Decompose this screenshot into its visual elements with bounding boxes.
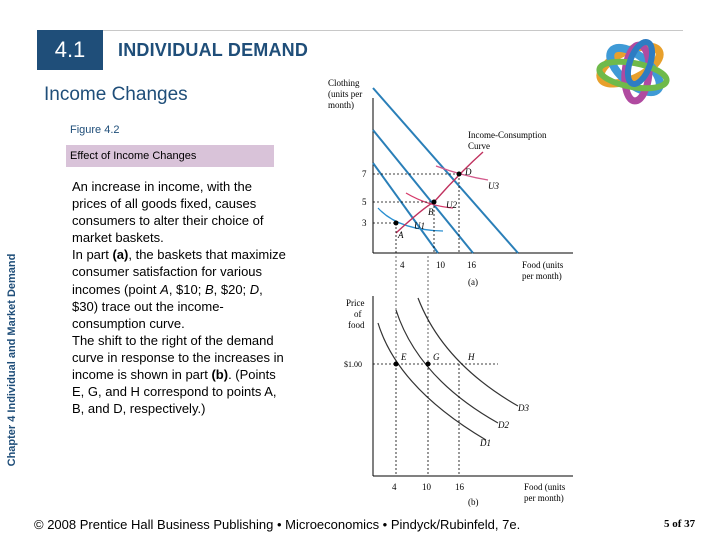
y-tick-7: 7	[362, 169, 367, 179]
point-a	[393, 220, 399, 226]
part-b-graph: Price of food E G H D1 D2 D3 $1.00 4 10 …	[344, 256, 573, 507]
y-tick-5: 5	[362, 197, 367, 207]
paragraph-1: An increase in income, with the prices o…	[72, 179, 264, 246]
income-consumption-curve	[395, 151, 484, 234]
part-b-x-tick-10: 10	[422, 482, 432, 492]
x-tick-16: 16	[467, 260, 477, 270]
part-b-x-tick-4: 4	[392, 482, 397, 492]
d2-label: D2	[497, 420, 509, 430]
indifference-curve-u2	[405, 192, 454, 209]
part-a-ylabel-3: month)	[328, 100, 354, 110]
part-b-xlabel-2: per month)	[524, 493, 564, 503]
price-tick: $1.00	[344, 360, 362, 369]
section-title: INDIVIDUAL DEMAND	[118, 40, 309, 60]
point-b-label: B	[428, 207, 434, 217]
figure-caption: Effect of Income Changes	[66, 145, 274, 167]
u3-label: U3	[488, 181, 499, 191]
point-e-label: E	[400, 352, 407, 362]
part-a-ylabel-2: (units per	[328, 89, 362, 99]
d1-label: D1	[479, 438, 491, 448]
paragraph-3: The shift to the right of the demand cur…	[72, 332, 284, 417]
demand-curve-d1	[377, 322, 487, 441]
figure-number: Figure 4.2	[70, 124, 120, 136]
rings-logo-image	[596, 39, 670, 105]
slide-subtitle: Income Changes	[44, 84, 188, 105]
x-tick-10: 10	[436, 260, 446, 270]
part-b-ylabel-1: Price	[346, 298, 365, 308]
paragraph-2: In part (a), the baskets that maximize c…	[72, 247, 286, 331]
budget-line-3	[372, 87, 519, 254]
point-d-label: D	[464, 167, 472, 177]
part-b-xlabel-1: Food (units	[524, 482, 566, 492]
page-number: 5 of 37	[664, 518, 696, 530]
budget-line-2	[372, 129, 474, 254]
part-a-xlabel-2: per month)	[522, 271, 562, 281]
body-text: An increase in income, with the prices o…	[72, 178, 290, 417]
income-changes-diagram: Clothing (units per month) Income-Consum…	[328, 78, 573, 507]
u2-label: U2	[446, 200, 457, 210]
point-g-label: G	[433, 352, 440, 362]
point-g	[425, 361, 431, 367]
point-e	[393, 361, 399, 367]
section-number-box: 4.1	[37, 30, 103, 70]
point-b	[431, 199, 437, 205]
chapter-side-label: Chapter 4 Individual and Market Demand	[6, 253, 18, 467]
demand-curve-d2	[395, 309, 499, 424]
part-a-label: (a)	[468, 277, 478, 287]
x-tick-4: 4	[400, 260, 405, 270]
part-a-ylabel-1: Clothing	[328, 78, 360, 88]
u1-label: U1	[414, 221, 425, 231]
part-b-label: (b)	[468, 497, 479, 507]
part-a-graph: Clothing (units per month) Income-Consum…	[328, 78, 573, 287]
part-b-ylabel-3: food	[348, 320, 365, 330]
part-a-curve-label-2: Curve	[468, 141, 490, 151]
footer-copyright: © 2008 Prentice Hall Business Publishing…	[34, 517, 521, 532]
header-divider	[103, 30, 683, 31]
indifference-curve-u3	[435, 165, 489, 181]
point-a-label: A	[397, 230, 404, 240]
part-a-curve-label-1: Income-Consumption	[468, 130, 547, 140]
part-b-ylabel-2: of	[354, 309, 362, 319]
section-number: 4.1	[54, 37, 86, 62]
part-a-xlabel-1: Food (units	[522, 260, 564, 270]
y-tick-3: 3	[362, 218, 367, 228]
demand-curve-d3	[417, 297, 519, 407]
d3-label: D3	[517, 403, 529, 413]
part-b-x-tick-16: 16	[455, 482, 465, 492]
point-d	[456, 171, 462, 177]
budget-line-1	[372, 162, 439, 254]
point-h-label: H	[467, 352, 475, 362]
